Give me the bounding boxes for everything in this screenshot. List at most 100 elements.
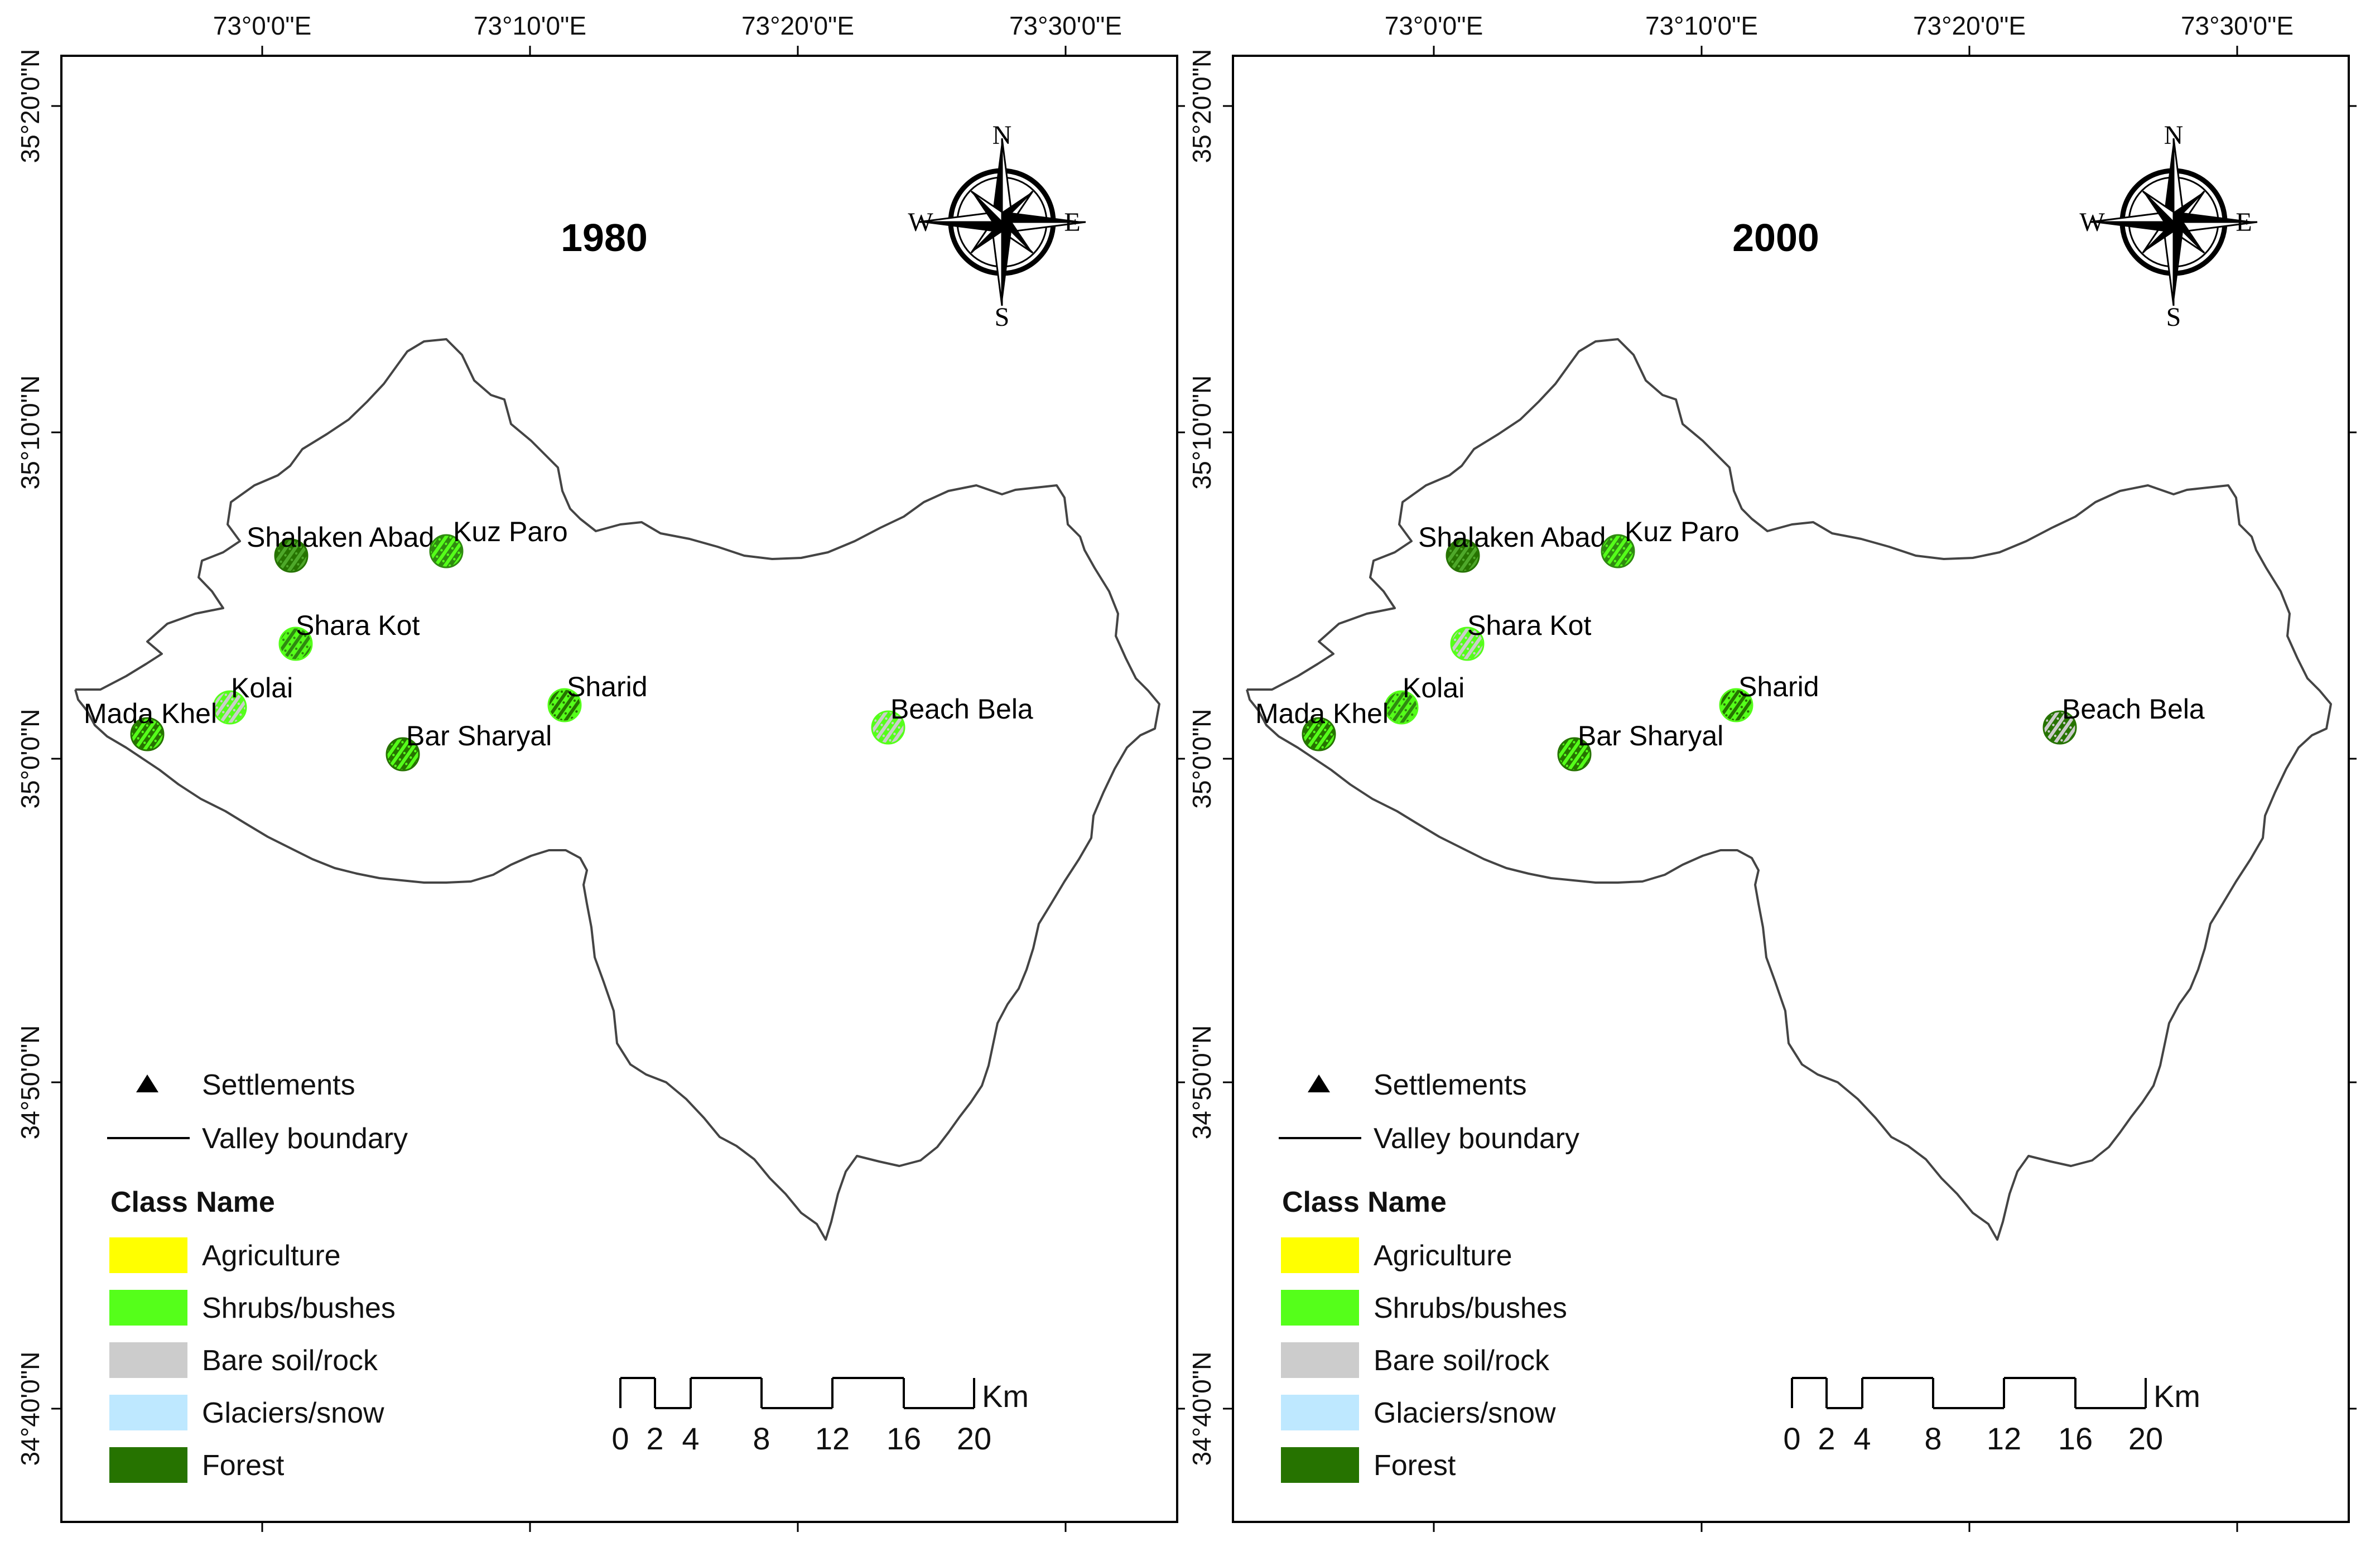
compass-point bbox=[2142, 190, 2175, 224]
scale-bar-tick-label: 12 bbox=[1987, 1421, 2021, 1456]
legend-swatch bbox=[109, 1395, 187, 1430]
legend-swatch bbox=[109, 1237, 187, 1273]
compass-n: N bbox=[2164, 121, 2184, 150]
settlement-landcover bbox=[1719, 688, 1753, 722]
lon-label: 73°20'0"E bbox=[1913, 11, 2026, 40]
legend-class-label: Agriculture bbox=[1374, 1240, 1512, 1272]
legend: Settlements Valley boundary Class Name Agri… bbox=[107, 1069, 408, 1483]
lon-label: 73°30'0"E bbox=[1009, 11, 1122, 40]
settlement-label: Kolai bbox=[231, 672, 293, 703]
compass-w: W bbox=[2079, 208, 2105, 237]
settlement-landcover bbox=[213, 690, 247, 725]
scale-bar-tick-label: 2 bbox=[1818, 1421, 1835, 1456]
compass-s: S bbox=[995, 302, 1010, 332]
lat-label: 35°0'0"N bbox=[1187, 709, 1216, 808]
settlement-label: Beach Bela bbox=[2062, 693, 2205, 725]
legend-class-label: Forest bbox=[202, 1449, 285, 1482]
scale-bar-tick-label: 12 bbox=[815, 1421, 850, 1456]
map-panel-2000: 73°0'0"E 73°10'0"E 73°20'0"E 73°30'0"E 35°20… bbox=[1187, 11, 2357, 1532]
scale-bar: Km 0 2 4 8 12 16 20 bbox=[1783, 1377, 2200, 1456]
legend-swatch bbox=[109, 1447, 187, 1483]
settlement-landcover bbox=[1302, 717, 1336, 751]
scale-bar-tick-label: 0 bbox=[1783, 1421, 1800, 1456]
compass-point bbox=[2174, 222, 2183, 306]
scale-bar-tick-label: 16 bbox=[2058, 1421, 2093, 1456]
lon-label: 73°0'0"E bbox=[213, 11, 312, 40]
compass-point bbox=[2164, 138, 2174, 222]
lat-label: 34°50'0"N bbox=[16, 1025, 45, 1140]
legend-class-label: Bare soil/rock bbox=[202, 1345, 378, 1377]
legend-swatch bbox=[1281, 1447, 1359, 1483]
lat-label: 34°50'0"N bbox=[1187, 1025, 1216, 1140]
scale-bar-unit: Km bbox=[982, 1379, 1029, 1414]
legend-class-label: Glaciers/snow bbox=[202, 1397, 384, 1429]
settlement-landcover bbox=[429, 534, 464, 568]
lat-label: 34°40'0"N bbox=[1187, 1352, 1216, 1466]
settlement-label: Shalaken Abad bbox=[1418, 522, 1606, 553]
lat-label: 35°10'0"N bbox=[16, 375, 45, 490]
legend-swatch bbox=[1281, 1237, 1359, 1273]
settlement-label: Sharid bbox=[567, 671, 648, 702]
scale-bar-tick-label: 0 bbox=[611, 1421, 629, 1456]
scale-bar-unit: Km bbox=[2153, 1379, 2200, 1414]
settlement-landcover bbox=[547, 688, 582, 722]
compass-point bbox=[2174, 213, 2257, 222]
settlement-landcover bbox=[1601, 534, 1635, 568]
lat-label: 35°20'0"N bbox=[1187, 49, 1216, 163]
settlement-label: Sharid bbox=[1738, 671, 1819, 702]
lon-label: 73°20'0"E bbox=[741, 11, 854, 40]
lat-label: 35°10'0"N bbox=[1187, 375, 1216, 490]
scale-bar-tick-label: 8 bbox=[1924, 1421, 1941, 1456]
compass-s: S bbox=[2166, 302, 2181, 332]
compass-point bbox=[970, 190, 1003, 224]
valley-boundary bbox=[1246, 338, 2332, 1241]
map-frame bbox=[1232, 55, 2350, 1523]
scale-bar-tick-label: 4 bbox=[682, 1421, 699, 1456]
compass-point bbox=[2090, 222, 2174, 232]
scale-bar: Km 0 2 4 8 12 16 20 bbox=[611, 1377, 1029, 1456]
settlement-landcover bbox=[386, 737, 420, 772]
scale-bar-tick-label: 4 bbox=[1853, 1421, 1871, 1456]
settlement-triangle-icon bbox=[136, 1074, 158, 1092]
scale-bar-tick-label: 20 bbox=[2128, 1421, 2163, 1456]
compass-e: E bbox=[2236, 208, 2252, 237]
map-year-title: 1980 bbox=[561, 216, 648, 259]
compass-e: E bbox=[1064, 208, 1080, 237]
compass-rose: N S E W bbox=[908, 121, 1086, 332]
map-panel-1980: 73°0'0"E 73°10'0"E 73°20'0"E 73°30'0"E 35°20… bbox=[16, 11, 1185, 1532]
legend-settlements: Settlements bbox=[202, 1069, 355, 1101]
settlement-label: Mada Khel bbox=[84, 698, 217, 729]
scale-bar-tick-label: 20 bbox=[957, 1421, 991, 1456]
compass-n: N bbox=[993, 121, 1012, 150]
map-frame bbox=[60, 55, 1178, 1523]
legend-swatch bbox=[109, 1342, 187, 1378]
legend-class-label: Forest bbox=[1374, 1449, 1456, 1482]
settlement-landcover bbox=[871, 710, 905, 745]
legend-class-label: Shrubs/bushes bbox=[202, 1292, 396, 1324]
settlement-label: Kuz Paro bbox=[1625, 516, 1740, 547]
scale-bar-tick-label: 8 bbox=[753, 1421, 770, 1456]
lat-label: 35°20'0"N bbox=[16, 49, 45, 163]
settlement-landcover bbox=[1384, 690, 1419, 725]
compass-point bbox=[993, 138, 1002, 222]
scale-bar-tick-label: 16 bbox=[887, 1421, 921, 1456]
legend-boundary: Valley boundary bbox=[1374, 1122, 1579, 1155]
compass-w: W bbox=[908, 208, 933, 237]
compass-point bbox=[1002, 213, 1086, 222]
scale-bar-tick-label: 2 bbox=[646, 1421, 663, 1456]
settlement-landcover bbox=[274, 538, 309, 573]
lon-label: 73°30'0"E bbox=[2181, 11, 2294, 40]
lon-label: 73°0'0"E bbox=[1385, 11, 1483, 40]
compass-point bbox=[918, 222, 1002, 232]
settlement-label: Shalaken Abad bbox=[247, 522, 434, 553]
compass-rose: N S E W bbox=[2079, 121, 2258, 332]
lat-label: 35°0'0"N bbox=[16, 709, 45, 808]
legend-class-label: Glaciers/snow bbox=[1374, 1397, 1556, 1429]
legend-class-header: Class Name bbox=[110, 1186, 275, 1218]
settlement-landcover bbox=[2042, 710, 2077, 745]
settlement-label: Shara Kot bbox=[1467, 610, 1591, 641]
settlement-label: Kolai bbox=[1403, 672, 1464, 703]
legend-class-label: Agriculture bbox=[202, 1240, 341, 1272]
settlement-landcover bbox=[130, 717, 165, 751]
